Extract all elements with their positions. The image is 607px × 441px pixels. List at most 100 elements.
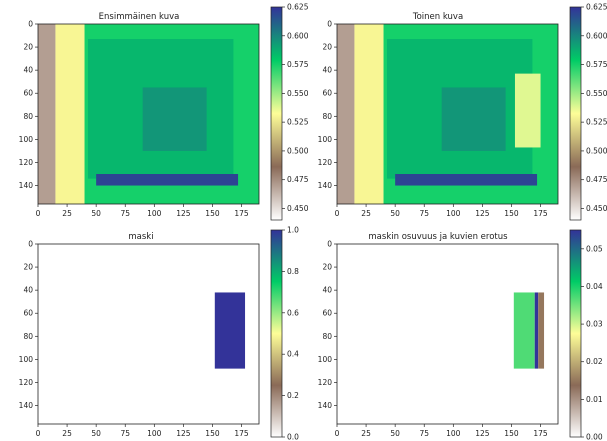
- panel-2-x-tick-label: 50: [390, 209, 400, 218]
- panel-2-region-7: [514, 73, 541, 148]
- panel-1-title: Ensimmäinen kuva: [99, 12, 180, 22]
- panel-2-x-tick-label: 0: [335, 209, 340, 218]
- panel-1-region-6: [96, 174, 239, 186]
- panel-2-y-tick-label: 40: [322, 66, 332, 75]
- panel-3-x-ticks: 0 25 50 75 100 125 150 175: [36, 424, 249, 438]
- panel-4-x-tick-label: 0: [335, 429, 340, 438]
- panel-3-x-tick-label: 100: [147, 429, 162, 438]
- panel-1-colorbar-tick-label: 0.450: [287, 204, 309, 213]
- panel-1-y-tick-label: 120: [19, 158, 34, 167]
- panel-2-plot: [336, 23, 559, 205]
- panel-4-colorbar-bar: [569, 229, 582, 438]
- heatmap-panel-3: maski 0 25 50 75 100 125 150 175 0 20 40 60 80 100 12…: [19, 226, 299, 441]
- panel-3-colorbar-bar: [270, 229, 283, 438]
- panel-2-colorbar-tick-label: 0.625: [586, 3, 607, 12]
- panel-2-region-6: [395, 174, 538, 186]
- panel-2-y-tick-label: 100: [318, 135, 333, 144]
- panel-2-colorbar-bar: [569, 6, 582, 221]
- panel-2-x-tick-label: 125: [475, 209, 490, 218]
- panel-4-x-tick-label: 100: [446, 429, 461, 438]
- panel-1-colorbar: 0.450 0.475 0.500 0.525 0.550 0.575 0.600 0.625: [270, 3, 309, 221]
- panel-1-y-tick-label: 80: [23, 112, 33, 121]
- panel-2-colorbar-tick-label: 0.575: [586, 60, 607, 69]
- panel-3-x-tick-label: 150: [205, 429, 220, 438]
- panel-4-y-tick-label: 60: [322, 309, 332, 318]
- panel-4-x-tick-label: 25: [361, 429, 371, 438]
- panel-4-x-tick-label: 150: [504, 429, 519, 438]
- panel-2-region-5: [441, 87, 506, 151]
- panel-4-region-3: [538, 292, 545, 369]
- panel-3-y-tick-label: 60: [23, 309, 33, 318]
- panel-4-plot: [336, 243, 559, 425]
- panel-3-y-tick-label: 140: [19, 401, 34, 410]
- panel-3-colorbar-tick-label: 0.0: [287, 433, 299, 441]
- panel-1-axes-frame: [37, 23, 260, 205]
- panel-2-colorbar-tick-label: 0.550: [586, 89, 607, 98]
- panel-2-y-tick-label: 120: [318, 158, 333, 167]
- panel-2-colorbar-tick-label: 0.450: [586, 204, 607, 213]
- panel-4-colorbar-tick-label: 0.03: [586, 320, 603, 329]
- panel-1-y-tick-label: 140: [19, 181, 34, 190]
- panel-3-colorbar: 0.0 0.2 0.4 0.6 0.8 1.0: [270, 226, 299, 441]
- panel-2-x-tick-label: 100: [446, 209, 461, 218]
- panel-2-axes-frame: [336, 23, 559, 205]
- panel-4-y-tick-label: 120: [318, 378, 333, 387]
- panel-1-region-5: [142, 87, 207, 151]
- panel-1-region-2: [55, 24, 85, 204]
- panel-1-region-1: [38, 24, 56, 204]
- panel-4-region-2: [534, 292, 539, 369]
- panel-1-x-tick-label: 175: [234, 209, 249, 218]
- panel-1-x-tick-label: 150: [205, 209, 220, 218]
- panel-4-x-ticks: 0 25 50 75 100 125 150 175: [335, 424, 548, 438]
- panel-4-colorbar-tick-label: 0.05: [586, 244, 603, 253]
- panel-1-x-tick-label: 50: [91, 209, 101, 218]
- panel-4-x-tick-label: 175: [533, 429, 548, 438]
- panel-2-title: Toinen kuva: [412, 12, 463, 22]
- panel-1-colorbar-tick-label: 0.500: [287, 146, 309, 155]
- heatmap-panel-4: maskin osuvuus ja kuvien erotus 0 25 50 75 1…: [318, 229, 603, 441]
- panel-4-colorbar-tick-label: 0.04: [586, 282, 603, 291]
- panel-4-x-tick-label: 125: [475, 429, 490, 438]
- panel-4-colorbar-tick-label: 0.00: [586, 433, 603, 441]
- panel-2-x-ticks: 0 25 50 75 100 125 150 175: [335, 204, 548, 218]
- panel-1-x-tick-label: 100: [147, 209, 162, 218]
- panel-1-colorbar-tick-label: 0.575: [287, 60, 309, 69]
- panel-3-y-ticks: 0 20 40 60 80 100 120 140: [19, 240, 38, 410]
- panel-3-x-tick-label: 0: [36, 429, 41, 438]
- panel-2-y-tick-label: 60: [322, 89, 332, 98]
- panel-1-y-tick-label: 40: [23, 66, 33, 75]
- panel-2-y-tick-label: 80: [322, 112, 332, 121]
- panel-4-region-1: [513, 292, 535, 369]
- heatmap-panel-1: Ensimmäinen kuva 0 25 50 75 100 125 150 175 0 20…: [19, 3, 309, 221]
- panel-1-y-tick-label: 60: [23, 89, 33, 98]
- panel-3-x-tick-label: 50: [91, 429, 101, 438]
- panel-3-y-tick-label: 0: [28, 240, 33, 249]
- panel-2-y-tick-label: 20: [322, 43, 332, 52]
- panel-2-colorbar-tick-label: 0.500: [586, 146, 607, 155]
- panel-3-x-tick-label: 125: [176, 429, 191, 438]
- panel-4-y-tick-label: 40: [322, 286, 332, 295]
- panel-2-y-tick-label: 140: [318, 181, 333, 190]
- panel-3-colorbar-tick-label: 0.2: [287, 391, 299, 400]
- panel-1-colorbar-tick-label: 0.600: [287, 31, 309, 40]
- panel-2-x-tick-label: 25: [361, 209, 371, 218]
- panel-4-axes-frame: [336, 243, 559, 425]
- panel-3-colorbar-tick-label: 0.4: [287, 350, 299, 359]
- panel-3-y-tick-label: 80: [23, 332, 33, 341]
- panel-2-x-tick-label: 150: [504, 209, 519, 218]
- panel-4-x-tick-label: 75: [419, 429, 429, 438]
- panel-2-colorbar: 0.450 0.475 0.500 0.525 0.550 0.575 0.600 0.625: [569, 3, 607, 221]
- panel-1-colorbar-tick-label: 0.525: [287, 118, 309, 127]
- panel-4-y-tick-label: 20: [322, 263, 332, 272]
- panel-4-x-tick-label: 50: [390, 429, 400, 438]
- panel-1-colorbar-tick-label: 0.475: [287, 175, 309, 184]
- panel-1-y-ticks: 0 20 40 60 80 100 120 140: [19, 20, 38, 190]
- panel-1-x-ticks: 0 25 50 75 100 125 150 175: [36, 204, 249, 218]
- panel-3-colorbar-tick-label: 1.0: [287, 226, 299, 235]
- panel-4-colorbar-tick-label: 0.02: [586, 357, 603, 366]
- panel-1-x-tick-label: 75: [120, 209, 130, 218]
- panel-1-y-tick-label: 20: [23, 43, 33, 52]
- panel-4-y-tick-label: 140: [318, 401, 333, 410]
- panel-1-colorbar-tick-label: 0.625: [287, 3, 309, 12]
